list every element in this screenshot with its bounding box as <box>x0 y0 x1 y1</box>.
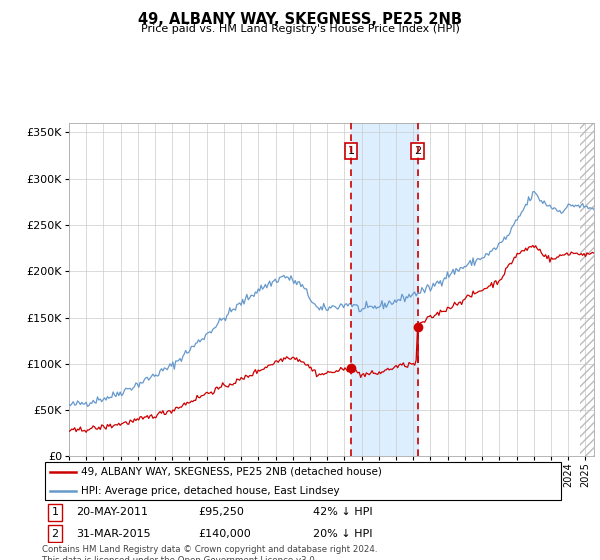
Text: 31-MAR-2015: 31-MAR-2015 <box>76 529 151 539</box>
Bar <box>580 123 594 456</box>
Text: 2: 2 <box>52 529 59 539</box>
Text: 1: 1 <box>347 146 355 156</box>
Text: HPI: Average price, detached house, East Lindsey: HPI: Average price, detached house, East… <box>81 486 340 496</box>
Text: 20-MAY-2011: 20-MAY-2011 <box>76 507 148 517</box>
FancyBboxPatch shape <box>44 463 562 500</box>
Text: Contains HM Land Registry data © Crown copyright and database right 2024.
This d: Contains HM Land Registry data © Crown c… <box>42 545 377 560</box>
Bar <box>351 123 418 456</box>
FancyBboxPatch shape <box>48 503 62 521</box>
Text: £140,000: £140,000 <box>199 529 251 539</box>
Text: £95,250: £95,250 <box>199 507 244 517</box>
Text: 49, ALBANY WAY, SKEGNESS, PE25 2NB (detached house): 49, ALBANY WAY, SKEGNESS, PE25 2NB (deta… <box>81 467 382 477</box>
FancyBboxPatch shape <box>48 525 62 543</box>
Text: 42% ↓ HPI: 42% ↓ HPI <box>313 507 373 517</box>
Text: 1: 1 <box>52 507 59 517</box>
Text: 20% ↓ HPI: 20% ↓ HPI <box>313 529 373 539</box>
Text: Price paid vs. HM Land Registry's House Price Index (HPI): Price paid vs. HM Land Registry's House … <box>140 24 460 34</box>
Text: 49, ALBANY WAY, SKEGNESS, PE25 2NB: 49, ALBANY WAY, SKEGNESS, PE25 2NB <box>138 12 462 27</box>
Text: 2: 2 <box>414 146 421 156</box>
